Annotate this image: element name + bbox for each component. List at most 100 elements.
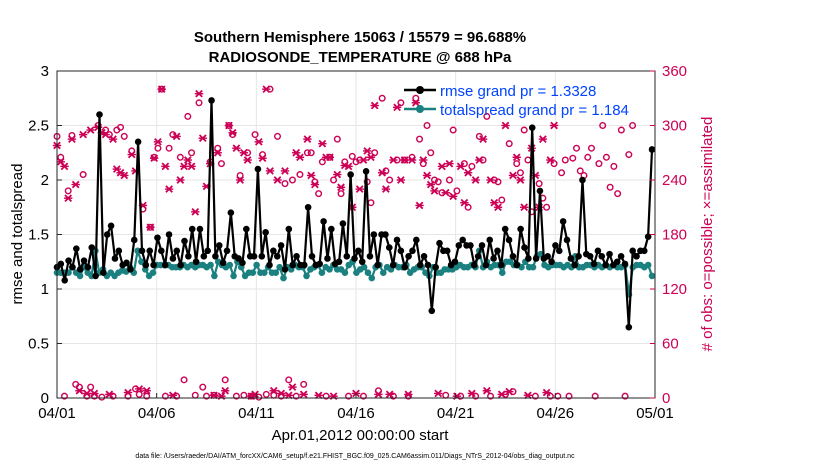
data-point-rmse xyxy=(127,266,134,273)
data-point-rmse xyxy=(339,220,347,227)
obs-possible-point xyxy=(371,149,379,157)
data-point-rmse xyxy=(366,252,374,260)
data-point-rmse xyxy=(509,252,517,260)
data-point-rmse xyxy=(343,252,351,260)
obs-assimilated-point xyxy=(64,194,73,203)
obs-assimilated-point xyxy=(516,176,525,184)
obs-possible-point xyxy=(161,392,169,400)
obs-possible-point xyxy=(595,160,603,168)
obs-assimilated-point xyxy=(355,185,364,193)
x-tick-label: 04/26 xyxy=(537,405,575,422)
obs-assimilated-point xyxy=(445,159,454,168)
data-point-rmse xyxy=(532,255,540,262)
obs-assimilated-point xyxy=(422,171,432,180)
obs-assimilated-point xyxy=(250,390,260,399)
data-point-rmse xyxy=(262,229,269,236)
obs-possible-point xyxy=(251,131,259,139)
y-right-tick-label: 300 xyxy=(662,118,687,135)
data-point-rmse xyxy=(219,259,227,267)
x-tick-label: 04/11 xyxy=(238,405,274,422)
obs-possible-point xyxy=(397,99,405,107)
x-axis-label: Apr.01,2012 00:00:00 start xyxy=(272,427,450,444)
obs-possible-point xyxy=(57,153,65,161)
obs-assimilated-point xyxy=(400,156,409,164)
data-point-totalspread xyxy=(249,269,257,276)
obs-assimilated-point xyxy=(105,390,114,399)
obs-assimilated-point xyxy=(519,203,529,212)
data-point-rmse xyxy=(498,261,505,269)
data-point-rmse xyxy=(455,242,463,249)
chart-subtitle: RADIOSONDE_TEMPERATURE @ 688 hPa xyxy=(209,49,512,66)
y-right-tick-label: 180 xyxy=(662,227,687,244)
data-point-rmse xyxy=(223,247,231,255)
data-point-totalspread xyxy=(326,266,333,273)
data-point-rmse xyxy=(281,266,289,273)
data-point-rmse xyxy=(150,261,157,269)
obs-possible-point xyxy=(625,151,633,159)
data-point-rmse xyxy=(505,236,513,244)
data-point-rmse xyxy=(111,255,119,262)
data-point-rmse xyxy=(486,236,494,244)
data-point-rmse xyxy=(80,257,88,264)
data-point-totalspread xyxy=(226,261,234,269)
data-point-rmse xyxy=(590,260,598,268)
data-point-rmse xyxy=(420,252,428,260)
data-point-rmse xyxy=(563,236,571,244)
obs-assimilated-point xyxy=(456,162,465,171)
obs-assimilated-point xyxy=(243,156,252,164)
obs-possible-point xyxy=(430,176,438,184)
obs-assimilated-point xyxy=(82,389,92,398)
obs-possible-point xyxy=(322,392,330,400)
obs-possible-point xyxy=(318,158,326,166)
obs-assimilated-point xyxy=(306,171,316,180)
obs-assimilated-point xyxy=(538,135,548,143)
data-point-rmse xyxy=(598,252,606,260)
obs-possible-point xyxy=(87,383,95,391)
data-point-rmse xyxy=(212,252,219,260)
obs-possible-point xyxy=(621,392,629,400)
obs-assimilated-point xyxy=(232,144,241,153)
data-point-rmse xyxy=(289,261,296,269)
data-point-rmse xyxy=(602,261,609,269)
data-point-rmse xyxy=(517,225,524,233)
y-right-axis-ticks: 0 60 120 180 240 300 360 xyxy=(650,63,687,407)
data-point-rmse xyxy=(640,247,648,255)
obs-assimilated-point xyxy=(512,153,521,162)
obs-assimilated-point xyxy=(220,386,230,395)
obs-assimilated-point xyxy=(370,101,379,110)
data-point-rmse xyxy=(61,276,69,284)
data-point-totalspread xyxy=(364,269,372,276)
obs-assimilated-point xyxy=(164,185,174,193)
obs-assimilated-point xyxy=(288,383,297,391)
data-point-rmse xyxy=(521,244,528,251)
obs-assimilated-point xyxy=(333,170,342,179)
obs-assimilated-point xyxy=(366,153,376,162)
obs-assimilated-point xyxy=(460,198,469,207)
x-tick-label: 04/21 xyxy=(437,405,475,422)
data-point-rmse xyxy=(625,323,633,331)
data-point-totalspread xyxy=(276,263,283,271)
obs-assimilated-point xyxy=(258,154,267,163)
data-point-rmse xyxy=(501,225,509,233)
data-point-totalspread xyxy=(529,263,537,271)
data-point-rmse xyxy=(76,266,84,273)
data-point-rmse xyxy=(266,261,273,269)
data-point-rmse xyxy=(273,252,281,260)
y-right-tick-label: 120 xyxy=(662,281,687,298)
data-point-rmse xyxy=(405,252,412,260)
obs-assimilated-point xyxy=(426,180,435,189)
data-point-rmse xyxy=(347,171,354,178)
obs-assimilated-point xyxy=(505,387,514,396)
obs-possible-point xyxy=(176,153,184,161)
data-point-rmse xyxy=(300,261,308,269)
series-lines xyxy=(53,97,656,331)
obs-possible-point xyxy=(565,392,573,400)
data-point-rmse xyxy=(254,165,262,173)
obs-possible-point xyxy=(143,392,151,400)
data-point-rmse xyxy=(134,138,142,146)
data-point-rmse xyxy=(525,255,532,262)
data-point-rmse xyxy=(467,242,474,249)
obs-possible-point xyxy=(573,144,581,152)
data-point-rmse xyxy=(428,307,436,315)
obs-possible-point xyxy=(150,153,158,161)
